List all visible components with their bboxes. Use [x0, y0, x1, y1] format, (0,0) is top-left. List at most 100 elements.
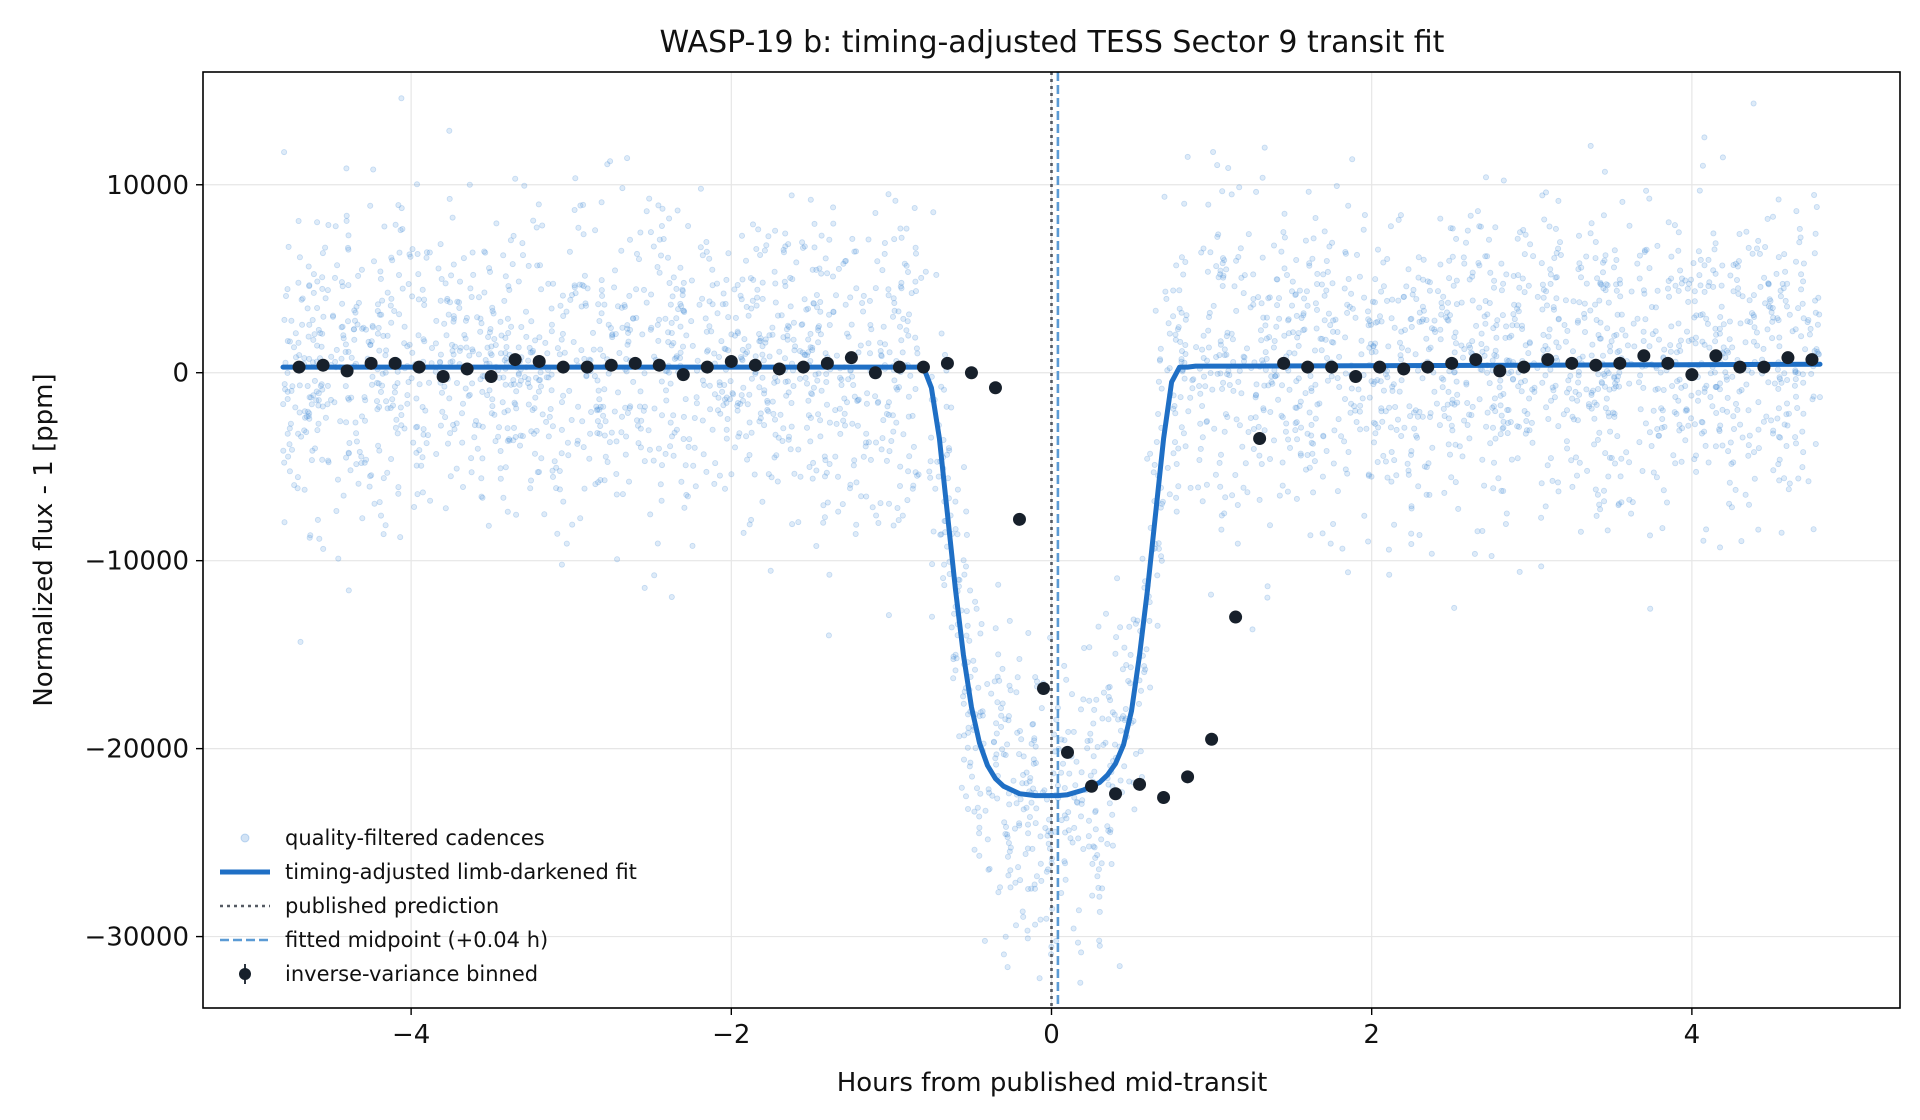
cadence-point	[1166, 365, 1173, 372]
cadence-point	[343, 419, 350, 426]
cadence-point	[1606, 454, 1613, 461]
cadence-point	[1178, 424, 1185, 431]
cadence-point	[460, 255, 467, 262]
cadence-point	[572, 290, 579, 297]
cadence-point	[491, 335, 498, 342]
cadence-point	[594, 377, 601, 384]
cadence-point	[370, 258, 377, 265]
cadence-point	[1482, 297, 1489, 304]
cadence-point	[296, 409, 303, 416]
cadence-point	[1735, 285, 1742, 292]
cadence-point	[570, 338, 577, 345]
cadence-point	[1016, 822, 1023, 829]
cadence-point	[734, 328, 741, 335]
cadence-point	[374, 379, 381, 386]
cadence-point	[1356, 408, 1363, 415]
cadence-point	[775, 312, 782, 319]
cadence-point	[680, 413, 687, 420]
cadence-point	[872, 393, 879, 400]
cadence-point	[991, 739, 998, 746]
cadence-point	[394, 380, 401, 387]
cadence-point	[746, 521, 753, 528]
cadence-point	[805, 349, 812, 356]
cadence-point	[1210, 302, 1217, 309]
cadence-point	[897, 463, 904, 470]
cadence-point	[1419, 303, 1426, 310]
cadence-point	[1007, 884, 1014, 891]
cadence-point	[1678, 458, 1685, 465]
cadence-point	[1593, 512, 1600, 519]
cadence-point	[1622, 332, 1629, 339]
cadence-point	[1089, 860, 1096, 867]
cadence-point	[448, 272, 455, 279]
cadence-point	[952, 498, 959, 505]
binned-point	[796, 360, 810, 374]
cadence-point	[1566, 385, 1573, 392]
cadence-point	[1720, 344, 1727, 351]
cadence-point	[1252, 394, 1259, 401]
cadence-point	[1724, 394, 1731, 401]
cadence-point	[335, 555, 342, 562]
cadence-point	[479, 455, 486, 462]
cadence-point	[645, 427, 652, 434]
cadence-point	[975, 684, 982, 691]
cadence-point	[1041, 787, 1048, 794]
cadence-point	[787, 446, 794, 453]
cadence-point	[1395, 416, 1402, 423]
cadence-point	[1710, 267, 1717, 274]
cadence-point	[504, 407, 511, 414]
cadence-point	[725, 314, 732, 321]
cadence-point	[1268, 378, 1275, 385]
cadence-point	[1173, 494, 1180, 501]
cadence-point	[797, 473, 804, 480]
cadence-point	[1581, 310, 1588, 317]
cadence-point	[438, 275, 445, 282]
cadence-point	[481, 248, 488, 255]
cadence-point	[1613, 331, 1620, 338]
cadence-point	[647, 511, 654, 518]
cadence-point	[1547, 271, 1554, 278]
cadence-point	[1307, 372, 1314, 379]
cadence-point	[1266, 334, 1273, 341]
cadence-point	[1665, 219, 1672, 226]
cadence-point	[1414, 434, 1421, 441]
cadence-point	[459, 400, 466, 407]
cadence-point	[373, 398, 380, 405]
cadence-point	[907, 372, 914, 379]
cadence-point	[929, 613, 936, 620]
cadence-point	[422, 407, 429, 414]
cadence-point	[984, 681, 991, 688]
cadence-point	[697, 185, 704, 192]
cadence-point	[1459, 453, 1466, 460]
cadence-point	[338, 355, 345, 362]
cadence-point	[867, 321, 874, 328]
cadence-point	[1619, 198, 1626, 205]
cadence-point	[1276, 295, 1283, 302]
cadence-point	[1507, 418, 1514, 425]
cadence-point	[960, 700, 967, 707]
cadence-point	[1497, 402, 1504, 409]
cadence-point	[1116, 963, 1123, 970]
cadence-point	[953, 655, 960, 662]
cadence-point	[407, 253, 414, 260]
cadence-point	[1265, 382, 1272, 389]
cadence-point	[780, 246, 787, 253]
cadence-point	[1293, 256, 1300, 263]
cadence-point	[398, 205, 405, 212]
cadence-point	[805, 397, 812, 404]
cadence-point	[1542, 342, 1549, 349]
cadence-point	[1643, 246, 1650, 253]
cadence-point	[1671, 222, 1678, 229]
cadence-point	[1023, 769, 1030, 776]
cadence-point	[1476, 304, 1483, 311]
cadence-point	[1157, 345, 1164, 352]
binned-point	[1661, 356, 1675, 370]
cadence-point	[1612, 460, 1619, 467]
cadence-point	[613, 438, 620, 445]
cadence-point	[875, 520, 882, 527]
cadence-point	[466, 352, 473, 359]
cadence-point	[339, 300, 346, 307]
cadence-point	[1813, 346, 1820, 353]
cadence-point	[1119, 666, 1126, 673]
cadence-point	[634, 250, 641, 257]
